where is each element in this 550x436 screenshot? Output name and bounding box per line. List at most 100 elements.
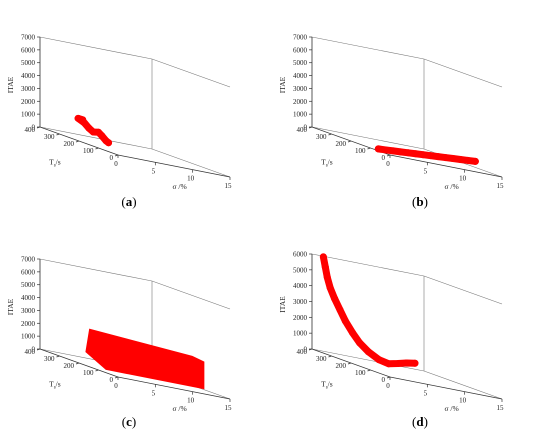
x-tick-label: 0 [114,160,118,168]
z-tick-label: 3000 [21,85,36,93]
data-point [336,306,344,314]
y-tick-label: 300 [44,133,55,141]
y-tick [367,147,371,150]
data-point [471,157,479,165]
box-edge [311,348,425,372]
data-point [385,360,393,368]
box-edge [311,253,425,277]
z-tick-label: 1000 [293,111,308,119]
data-point [412,150,420,158]
y-tick [95,147,99,150]
x-axis-line [389,154,503,178]
y-tick [328,133,332,136]
panel-label: (a) [121,194,136,209]
x-tick-label: 10 [459,175,467,183]
z-tick-label: 1000 [21,333,36,341]
z-tick-label: 3000 [293,85,308,93]
y-tick-label: 400 [297,126,308,134]
x-tick-label: 10 [459,397,467,405]
data-point [419,151,427,159]
y-tick-label: 200 [64,362,75,370]
x-tick-label: 10 [187,175,195,183]
y-tick [347,140,352,143]
y-tick [36,126,41,129]
x-tick-label: 5 [424,167,428,175]
panel-label: (c) [122,414,136,429]
x-axis-line [389,376,503,400]
data-point [356,339,364,347]
z-tick-label: 2000 [293,98,308,106]
z-tick-label: 0 [304,346,308,354]
box-edge [39,126,153,150]
z-tick-label: 4000 [293,282,308,290]
data-point [434,153,442,161]
x-axis-line [117,376,231,400]
data-point [80,119,88,127]
z-tick-label: 5000 [21,281,36,289]
x-tick-label: 10 [187,397,195,405]
x-tick-label: 15 [225,404,233,412]
x-tick-label: 5 [152,389,156,397]
z-tick-label: 5000 [21,59,36,67]
z-tick-label: 7000 [293,34,308,42]
x-tick-label: 0 [386,382,390,390]
y-tick-label: 400 [297,348,308,356]
data-point [89,128,97,136]
y-tick-label: 400 [25,348,36,356]
y-tick [308,126,313,129]
y-tick-label: 200 [336,140,347,148]
z-tick-label: 0 [32,346,36,354]
x-axis-label: σ /% [172,182,186,191]
data-point [341,317,349,325]
data-point [449,155,457,163]
data-point [397,148,405,156]
data-point [442,154,449,162]
box-edge [151,280,231,310]
y-tick-label: 100 [83,369,94,377]
z-tick-label: 6000 [21,46,36,54]
x-axis-label: σ /% [444,182,458,191]
data-point [403,359,411,367]
y-tick [328,355,332,358]
z-tick-label: 1000 [21,111,36,119]
data-point [98,132,106,140]
z-axis-label: ITAE [6,298,15,315]
box-edge [311,126,425,150]
y-tick [114,154,119,157]
y-axis-label: Ts/s [321,157,333,168]
box-edge [423,58,503,88]
z-tick-label: 0 [32,124,36,132]
y-tick [367,369,371,372]
data-point [389,147,397,155]
z-tick-label: 4000 [21,294,36,302]
data-point [411,359,419,367]
z-axis-label: ITAE [278,296,287,313]
panel-label: (d) [412,414,428,429]
y-tick-label: 300 [44,355,55,363]
z-tick-label: 5000 [293,59,308,67]
data-point [74,114,82,122]
z-tick-label: 2000 [293,314,308,322]
data-point [382,146,390,154]
z-axis-label: ITAE [6,76,15,93]
x-tick-label: 15 [225,182,233,190]
data-point [464,156,472,164]
x-axis-label: σ /% [172,404,186,413]
x-tick-label: 15 [497,404,505,412]
y-tick-label: 0 [382,154,386,162]
y-tick-label: 400 [25,126,36,134]
y-tick-label: 100 [355,369,366,377]
z-tick-label: 2000 [21,320,36,328]
y-axis-label: Ts/s [49,157,61,168]
y-tick-label: 200 [336,362,347,370]
z-tick-label: 4000 [21,72,36,80]
y-tick [75,362,80,365]
y-tick [56,133,60,136]
x-tick-label: 5 [424,389,428,397]
data-point [323,273,331,281]
data-point [375,356,383,364]
y-axis-label: Ts/s [321,379,333,390]
y-axis-label: Ts/s [49,379,61,390]
y-tick [386,154,391,157]
